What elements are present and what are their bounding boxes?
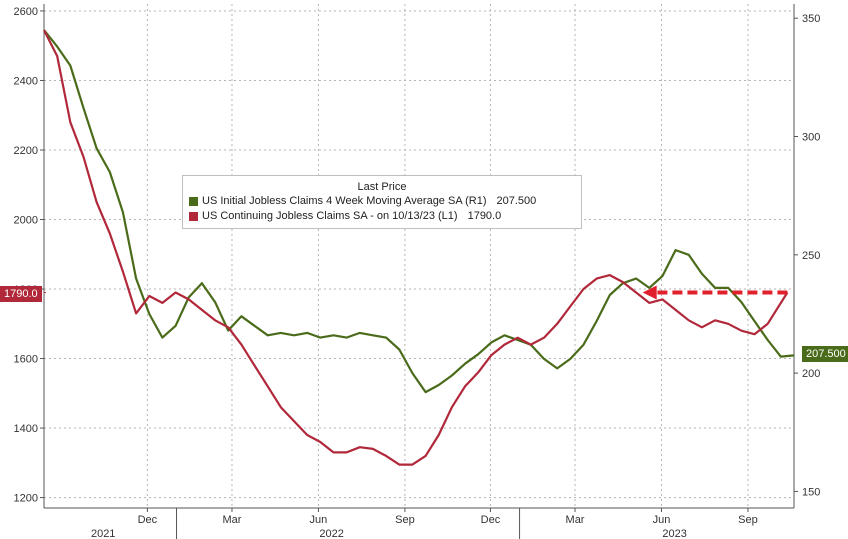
legend-label: US Continuing Jobless Claims SA - on 10/… <box>202 210 458 222</box>
legend-value: 1790.0 <box>467 210 502 222</box>
legend-swatch-red <box>189 212 198 221</box>
x-tick-label: Mar <box>566 514 585 526</box>
x-tick-label: Jun <box>653 514 671 526</box>
left-tick-label: 1400 <box>14 423 38 435</box>
year-label: 2023 <box>662 528 686 539</box>
x-tick-label: Sep <box>738 514 758 526</box>
last-value-flag-right: 207.500 <box>802 346 848 362</box>
legend-entry-continuing-claims: US Continuing Jobless Claims SA - on 10/… <box>189 209 581 224</box>
x-tick-label: Sep <box>395 514 415 526</box>
year-label: 2022 <box>319 528 343 539</box>
left-axis-ticks: 12001400160018002000220024002600 <box>14 6 44 505</box>
right-tick-label: 300 <box>802 132 820 144</box>
left-tick-label: 2400 <box>14 75 38 87</box>
right-tick-label: 250 <box>802 250 820 262</box>
x-tick-label: Jun <box>310 514 328 526</box>
legend-swatch-green <box>189 197 198 206</box>
axes <box>43 4 795 509</box>
left-tick-label: 1200 <box>14 493 38 505</box>
right-tick-label: 350 <box>802 13 820 25</box>
right-tick-label: 150 <box>802 486 820 498</box>
x-tick-label: Mar <box>222 514 241 526</box>
left-tick-label: 2000 <box>14 215 38 227</box>
series-lines <box>43 29 795 466</box>
left-tick-label: 2200 <box>14 145 38 157</box>
right-tick-label: 200 <box>802 368 820 380</box>
last-value-flag-left: 1790.0 <box>0 286 42 302</box>
grid-lines <box>44 4 794 508</box>
year-label: 2021 <box>91 528 115 539</box>
series-line-initial-claims <box>43 29 795 394</box>
annotation <box>44 285 788 300</box>
legend-entry-initial-claims: US Initial Jobless Claims 4 Week Moving … <box>189 194 581 209</box>
legend-label: US Initial Jobless Claims 4 Week Moving … <box>202 195 487 207</box>
x-tick-label: Dec <box>138 514 158 526</box>
x-axis-ticks: Dec Mar Jun Sep Dec Mar Jun Sep 2021 2022 2023 <box>91 508 758 539</box>
arrow-head-icon <box>642 285 657 300</box>
legend-value: 207.500 <box>496 195 537 207</box>
legend: Last Price US Initial Jobless Claims 4 W… <box>182 175 582 229</box>
x-tick-label: Dec <box>481 514 501 526</box>
series-line-continuing-claims <box>43 29 789 466</box>
left-tick-label: 1600 <box>14 354 38 366</box>
legend-title: Last Price <box>357 181 407 193</box>
left-tick-label: 2600 <box>14 6 38 18</box>
right-axis-ticks: 150 200 250 300 350 <box>794 13 820 498</box>
